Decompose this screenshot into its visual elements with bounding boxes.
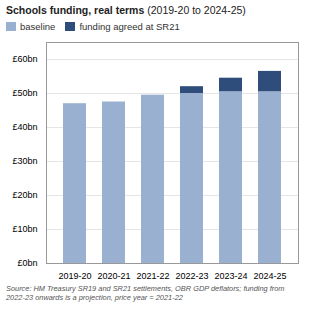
- html-text:funding agreed at SR21: funding agreed at SR21: [79, 21, 180, 33]
- svg-text:£30bn: £30bn: [12, 157, 37, 167]
- svg-text:2022-23: 2022-23: [175, 271, 208, 281]
- svg-text:£0bn: £0bn: [17, 259, 37, 269]
- svg-text:£50bn: £50bn: [12, 89, 37, 99]
- svg-text:2020-21: 2020-21: [97, 271, 130, 281]
- html-text:Schools funding, real terms (2: Schools funding, real terms (2019-20 to …: [6, 4, 246, 16]
- html-text:baseline: baseline: [20, 21, 56, 33]
- svg-text:2023-24: 2023-24: [214, 271, 247, 281]
- svg-text:£20bn: £20bn: [12, 191, 37, 201]
- svg-text:2024-25: 2024-25: [253, 271, 286, 281]
- svg-text:£40bn: £40bn: [12, 123, 37, 133]
- html-text:Source: HM Treasury SR19 and S: Source: HM Treasury SR19 and SR21 settle…: [6, 284, 285, 302]
- svg-text:2021-22: 2021-22: [136, 271, 169, 281]
- svg-text:£10bn: £10bn: [12, 225, 37, 235]
- svg-text:2019-20: 2019-20: [58, 271, 91, 281]
- svg-text:£60bn: £60bn: [12, 55, 37, 65]
